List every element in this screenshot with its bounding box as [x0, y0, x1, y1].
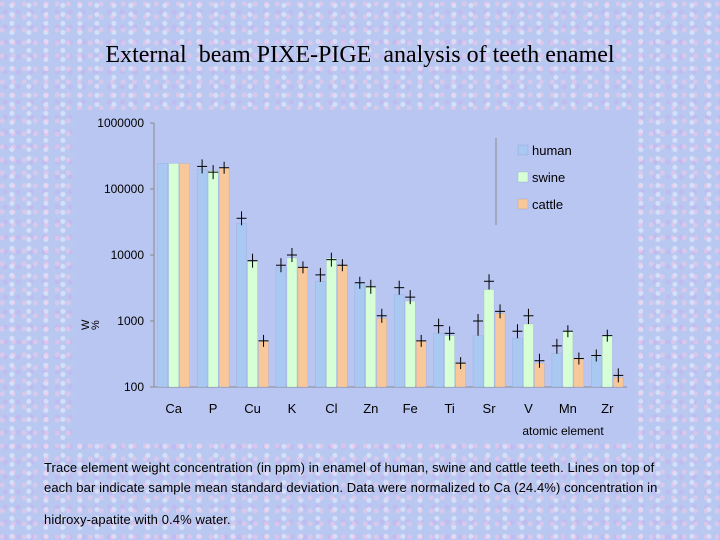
- x-tick-label: Ti: [444, 401, 454, 416]
- bar-swine-P: [207, 170, 219, 388]
- x-tick-label: Zr: [601, 401, 614, 416]
- bar-human-V: [512, 337, 523, 388]
- x-tick-label: Mn: [559, 401, 577, 416]
- chart-caption: Trace element weight concentration (in p…: [44, 458, 696, 530]
- bar-swine-Cu: [247, 261, 258, 388]
- caption-line-1: Trace element weight concentration (in p…: [44, 460, 655, 475]
- x-tick-label: P: [209, 401, 218, 416]
- bar-cattle-Ca: [179, 163, 190, 388]
- x-tick-label: Fe: [403, 401, 418, 416]
- bar-swine-Sr: [483, 289, 495, 388]
- bar-human-K: [275, 267, 287, 388]
- legend-label-swine: swine: [532, 170, 565, 185]
- slide-title: External beam PIXE-PIGE analysis of teet…: [105, 42, 615, 68]
- chart-area: 100 1000 10000 100000 1000000 W% Ca P Cu K Cl Zn Fe T…: [75, 110, 635, 440]
- caption-line-2: each bar indicate sample mean standard d…: [44, 480, 658, 495]
- bar-cattle-Zn: [376, 318, 388, 388]
- bar-human-Fe: [393, 294, 405, 388]
- x-tick-label: V: [524, 401, 533, 416]
- y-tick-label: 1000: [117, 314, 144, 328]
- y-tick-label: 100: [124, 380, 144, 394]
- bar-swine-Ti: [444, 335, 455, 388]
- legend: human swine cattle: [495, 138, 572, 225]
- x-tick-label: Sr: [483, 401, 497, 416]
- bar-cattle-Cu: [258, 340, 269, 388]
- bar-swine-Zr: [602, 335, 613, 388]
- bar-cattle-Cl: [337, 264, 348, 388]
- caption-line-3: hidroxy-apatite with 0.4% water.: [44, 512, 231, 527]
- bar-cattle-K: [297, 267, 309, 388]
- bar-human-Ca: [157, 163, 168, 388]
- bar-human-Mn: [551, 353, 563, 388]
- legend-swatch-swine: [517, 171, 529, 183]
- y-tick-label: 1000000: [97, 116, 144, 130]
- legend-swatch-cattle: [517, 198, 529, 210]
- y-axis-label: W: [80, 319, 92, 330]
- bar-human-Cu: [236, 223, 247, 388]
- x-tick-label: Cl: [325, 401, 337, 416]
- legend-swatch-human: [517, 144, 529, 156]
- bar-swine-Ca: [168, 163, 179, 388]
- legend-label-human: human: [532, 143, 572, 158]
- bar-swine-Mn: [562, 330, 574, 388]
- y-tick-label: 100000: [104, 182, 144, 196]
- bar-swine-V: [523, 323, 534, 388]
- legend-label-cattle: cattle: [532, 197, 563, 212]
- y-axis-label-unit: %: [90, 320, 102, 330]
- bar-chart: 100 1000 10000 100000 1000000 W% Ca P Cu K Cl Zn Fe T…: [80, 116, 627, 438]
- bar-cattle-P: [218, 167, 230, 388]
- bar-swine-Zn: [365, 285, 377, 388]
- x-tick-label: Ca: [165, 401, 182, 416]
- x-axis-label: atomic element: [522, 424, 604, 438]
- x-tick-label: Zn: [363, 401, 378, 416]
- bar-human-P: [196, 168, 208, 388]
- y-tick-label: 10000: [111, 248, 145, 262]
- bar-swine-Cl: [326, 257, 337, 388]
- bar-cattle-Fe: [415, 340, 427, 388]
- bar-human-Ti: [433, 333, 444, 388]
- x-tick-label: Cu: [244, 401, 261, 416]
- bar-human-Zn: [354, 282, 366, 388]
- x-tick-label: K: [288, 401, 297, 416]
- bar-swine-Fe: [404, 300, 416, 388]
- bar-human-Cl: [315, 281, 326, 388]
- bar-human-Sr: [472, 335, 484, 388]
- bar-swine-K: [286, 257, 298, 388]
- bar-cattle-Sr: [494, 313, 506, 388]
